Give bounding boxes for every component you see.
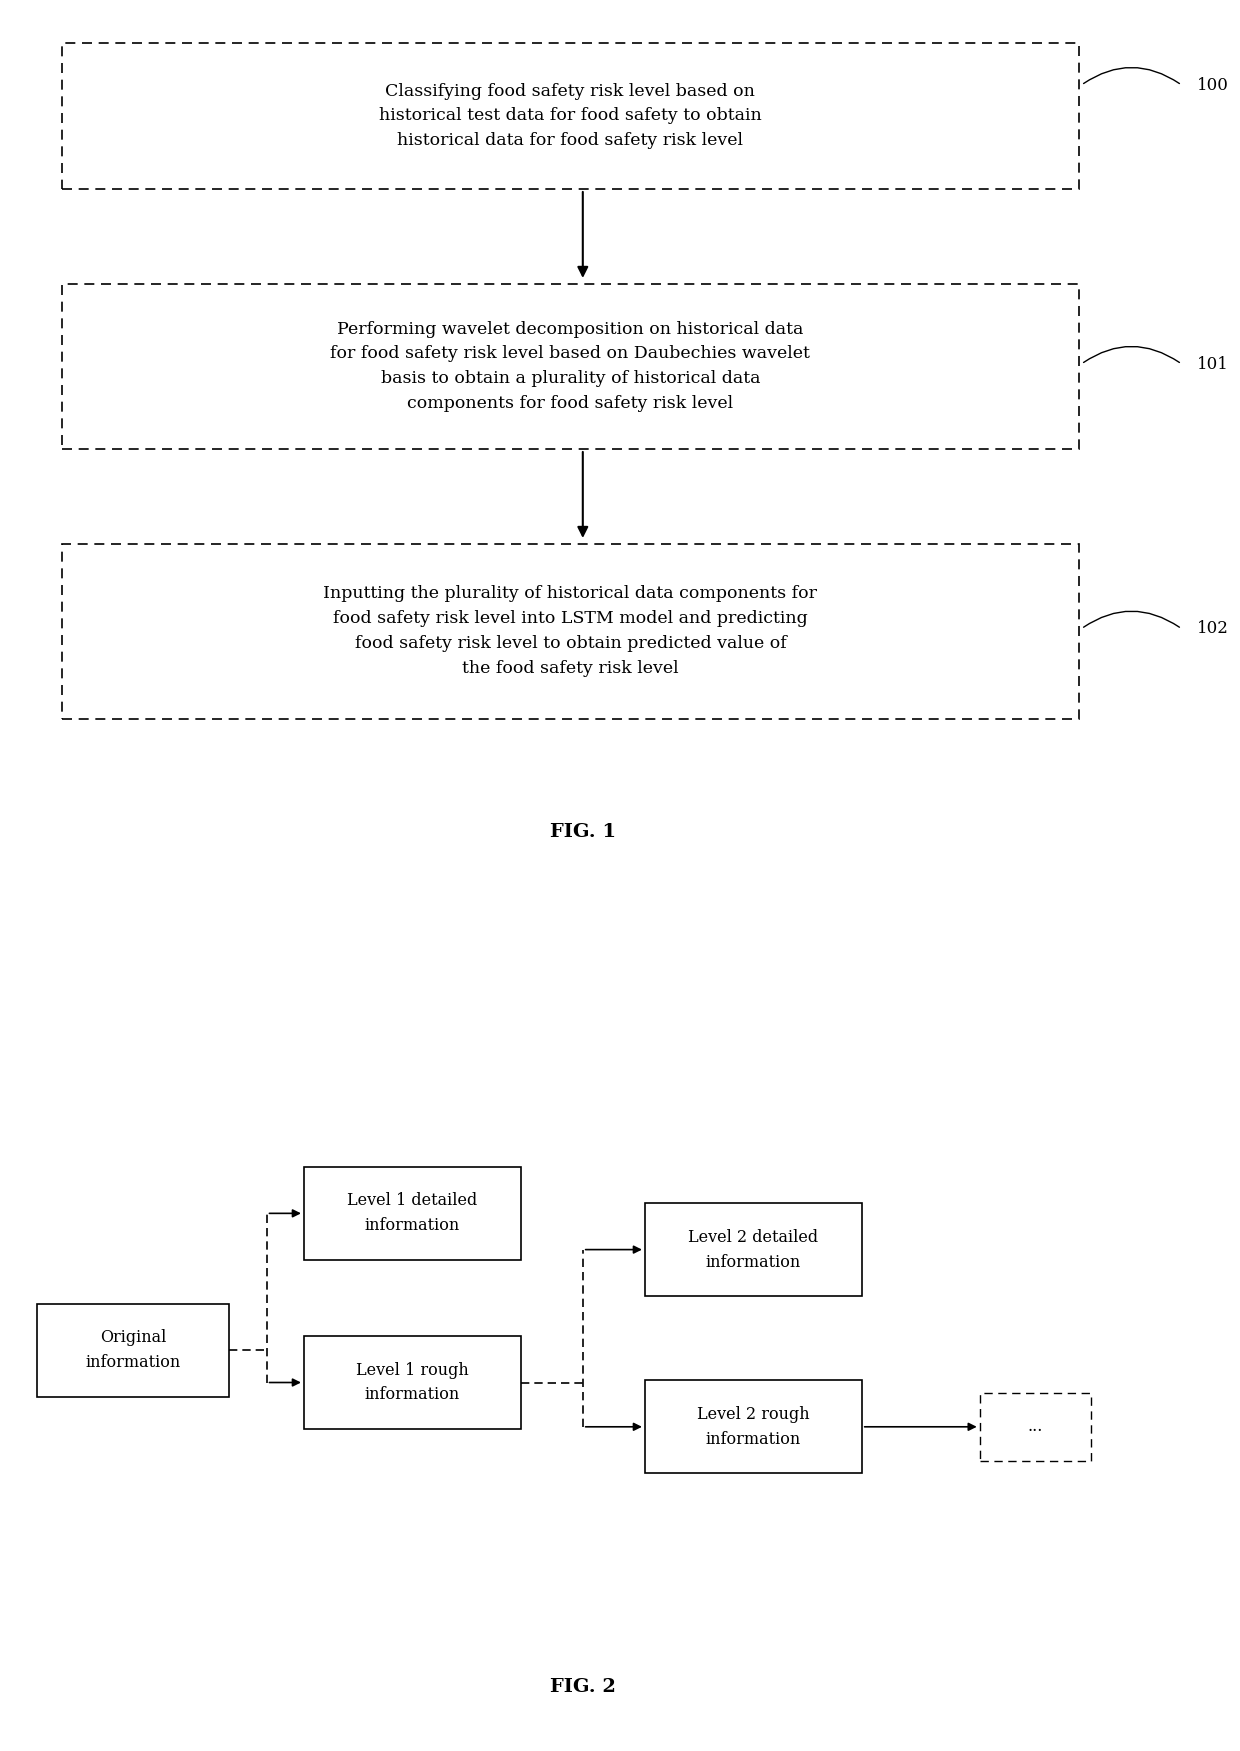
Text: 102: 102 [1197,620,1229,637]
Bar [645,1203,862,1296]
Text: FIG. 1: FIG. 1 [549,823,616,840]
Bar [62,42,1079,189]
FancyArrowPatch shape [1084,611,1179,627]
Bar [980,1392,1091,1460]
Text: Original
information: Original information [86,1329,181,1371]
Bar [645,1380,862,1473]
Bar [62,284,1079,448]
Bar [304,1336,521,1429]
Text: Performing wavelet decomposition on historical data
for food safety risk level b: Performing wavelet decomposition on hist… [331,320,810,411]
Text: FIG. 2: FIG. 2 [549,1677,616,1695]
Text: Level 1 detailed
information: Level 1 detailed information [347,1192,477,1234]
Text: ...: ... [1028,1418,1043,1436]
FancyArrowPatch shape [1084,68,1179,84]
Text: Level 1 rough
information: Level 1 rough information [356,1362,469,1403]
Text: 101: 101 [1197,355,1229,373]
Bar [62,543,1079,718]
Text: 100: 100 [1197,77,1229,93]
Text: Inputting the plurality of historical data components for
food safety risk level: Inputting the plurality of historical da… [324,585,817,678]
Text: Level 2 rough
information: Level 2 rough information [697,1406,810,1448]
Bar [304,1168,521,1259]
FancyArrowPatch shape [1084,347,1179,362]
Text: Level 2 detailed
information: Level 2 detailed information [688,1229,818,1271]
Bar [37,1304,229,1397]
Text: Classifying food safety risk level based on
historical test data for food safety: Classifying food safety risk level based… [379,82,761,149]
